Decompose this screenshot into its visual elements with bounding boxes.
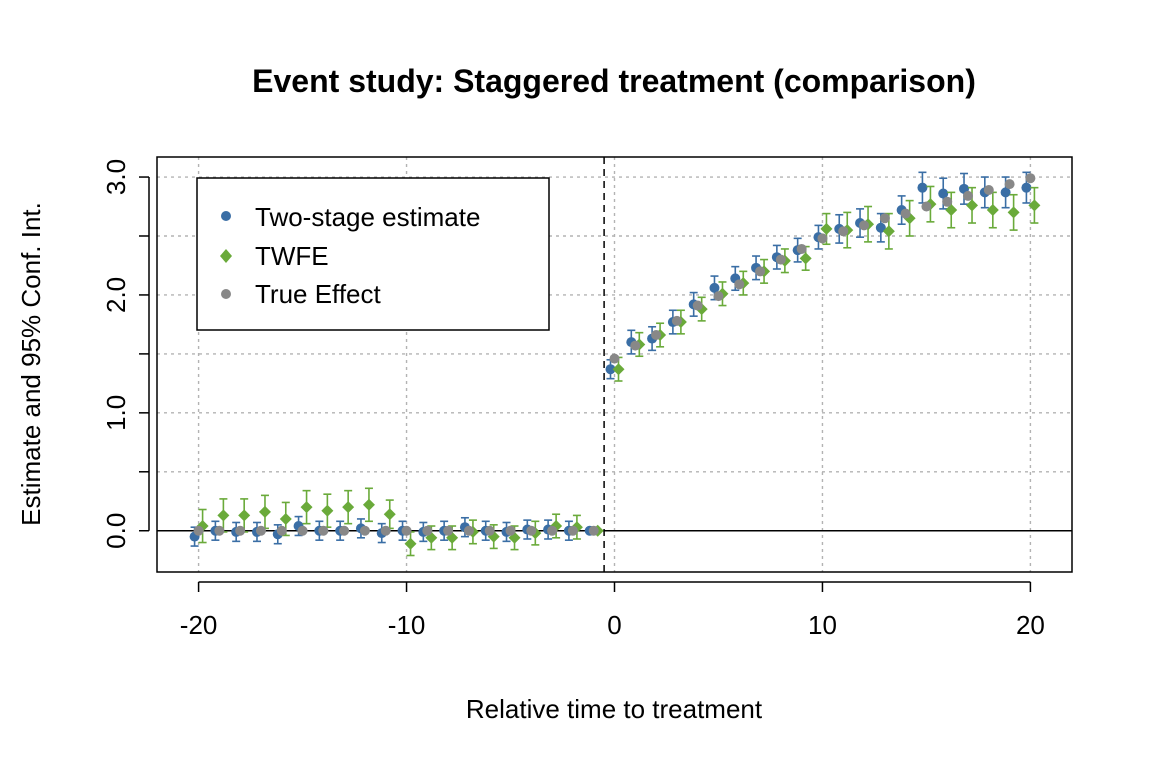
point-two-stage xyxy=(1021,182,1032,193)
legend-marker-true-effect xyxy=(221,289,231,299)
point-true-effect xyxy=(692,300,703,311)
point-true-effect xyxy=(713,291,724,302)
point-true-effect xyxy=(963,190,974,201)
point-twfe xyxy=(279,512,292,525)
point-two-stage xyxy=(938,188,949,199)
y-tick-label: 1.0 xyxy=(101,395,131,431)
legend: Two-stage estimate TWFE True Effect xyxy=(196,177,550,331)
point-true-effect xyxy=(1025,173,1036,184)
point-true-effect xyxy=(630,340,641,351)
point-true-effect xyxy=(235,525,246,536)
chart-title: Event study: Staggered treatment (compar… xyxy=(252,63,976,99)
point-true-effect xyxy=(505,525,516,536)
point-twfe xyxy=(342,501,355,514)
point-true-effect xyxy=(359,525,370,536)
point-true-effect xyxy=(339,525,350,536)
legend-label-two-stage: Two-stage estimate xyxy=(255,202,480,232)
point-true-effect xyxy=(484,525,495,536)
point-twfe xyxy=(321,504,334,517)
point-true-effect xyxy=(755,266,766,277)
point-twfe xyxy=(362,498,375,511)
point-twfe xyxy=(945,204,958,217)
data-points xyxy=(189,171,1041,557)
point-twfe xyxy=(820,222,833,235)
point-two-stage xyxy=(1000,187,1011,198)
point-true-effect xyxy=(588,525,599,536)
reference-lines xyxy=(157,157,1072,572)
legend-box xyxy=(196,177,550,331)
point-twfe xyxy=(238,509,251,522)
point-true-effect xyxy=(775,254,786,265)
point-twfe xyxy=(799,252,812,265)
point-twfe xyxy=(258,505,271,518)
y-axis-label: Estimate and 95% Conf. Int. xyxy=(16,202,46,526)
point-true-effect xyxy=(879,213,890,224)
point-true-effect xyxy=(380,525,391,536)
point-true-effect xyxy=(422,525,433,536)
point-true-effect xyxy=(838,226,849,237)
point-true-effect xyxy=(734,279,745,290)
point-true-effect xyxy=(817,233,828,244)
point-true-effect xyxy=(297,525,308,536)
series-true-effect xyxy=(193,173,1036,536)
point-true-effect xyxy=(671,315,682,326)
point-twfe xyxy=(1028,199,1041,212)
point-twfe xyxy=(1007,206,1020,219)
point-true-effect xyxy=(463,525,474,536)
y-tick-label: 3.0 xyxy=(101,159,131,195)
point-twfe xyxy=(986,204,999,217)
point-true-effect xyxy=(567,525,578,536)
point-true-effect xyxy=(193,525,204,536)
point-true-effect xyxy=(921,201,932,212)
point-true-effect xyxy=(609,353,620,364)
y-axis: 0.0 1.0 2.0 3.0 xyxy=(101,159,150,549)
x-tick-label: -10 xyxy=(388,610,426,640)
point-two-stage xyxy=(709,282,720,293)
point-true-effect xyxy=(796,243,807,254)
x-axis: -20 -10 0 10 20 xyxy=(180,581,1045,640)
legend-marker-twfe xyxy=(220,249,232,263)
point-true-effect xyxy=(401,525,412,536)
point-true-effect xyxy=(255,525,266,536)
y-tick-label: 0.0 xyxy=(101,513,131,549)
point-twfe xyxy=(612,363,625,376)
point-two-stage xyxy=(917,182,928,193)
point-twfe xyxy=(300,501,313,514)
point-twfe xyxy=(217,509,230,522)
x-axis-label: Relative time to treatment xyxy=(466,694,763,724)
point-twfe xyxy=(383,508,396,521)
point-twfe xyxy=(404,537,417,550)
point-true-effect xyxy=(1004,179,1015,190)
y-tick-label: 2.0 xyxy=(101,277,131,313)
point-true-effect xyxy=(547,525,558,536)
plot-frame xyxy=(156,156,1073,573)
point-true-effect xyxy=(526,525,537,536)
x-tick-label: 20 xyxy=(1016,610,1045,640)
point-true-effect xyxy=(276,525,287,536)
x-tick-label: -20 xyxy=(180,610,218,640)
point-true-effect xyxy=(942,196,953,207)
point-true-effect xyxy=(318,525,329,536)
legend-label-twfe: TWFE xyxy=(255,241,329,271)
point-true-effect xyxy=(651,330,662,341)
point-twfe xyxy=(966,199,979,212)
point-true-effect xyxy=(900,208,911,219)
point-true-effect xyxy=(443,525,454,536)
point-two-stage xyxy=(605,364,616,375)
x-tick-label: 10 xyxy=(808,610,837,640)
point-true-effect xyxy=(983,185,994,196)
x-tick-label: 0 xyxy=(607,610,621,640)
legend-marker-two-stage xyxy=(221,211,231,221)
legend-label-true-effect: True Effect xyxy=(255,279,381,309)
point-two-stage xyxy=(875,222,886,233)
point-true-effect xyxy=(859,220,870,231)
point-true-effect xyxy=(214,525,225,536)
point-twfe xyxy=(882,225,895,238)
